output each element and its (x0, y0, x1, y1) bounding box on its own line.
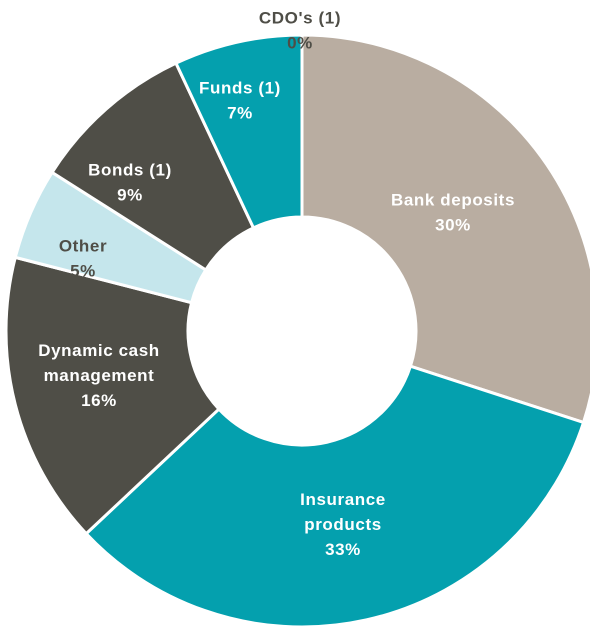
slice-dynamic-cash-management (4, 255, 222, 536)
label-dynamic-cash-management: Dynamic cash management 16% (38, 341, 160, 410)
category-label-insurance-products: products (304, 515, 382, 534)
category-label-cdo-s-1: CDO's (1) (259, 9, 341, 28)
value-label-bonds-1: 9% (117, 186, 143, 205)
label-funds-1: Funds (1) 7% (199, 79, 281, 123)
value-label-other: 5% (70, 262, 96, 281)
donut-hole (189, 218, 415, 444)
category-label-dynamic-cash-management: Dynamic cash (38, 341, 160, 360)
label-other: Other 5% (59, 237, 107, 281)
category-label-other: Other (59, 237, 107, 256)
chart-slices (4, 33, 590, 629)
label-insurance-products: Insurance products 33% (300, 490, 386, 559)
value-label-cdo-s-1: 0% (287, 34, 313, 53)
value-label-funds-1: 7% (227, 104, 253, 123)
slice-funds-1 (173, 33, 304, 230)
label-cdo-s-1: CDO's (1) 0% (259, 9, 341, 53)
label-bank-deposits: Bank deposits 30% (391, 191, 515, 235)
value-label-bank-deposits: 30% (435, 216, 471, 235)
category-label-dynamic-cash-management: management (44, 366, 155, 385)
category-label-bank-deposits: Bank deposits (391, 191, 515, 210)
category-label-insurance-products: Insurance (300, 490, 386, 509)
category-label-bonds-1: Bonds (1) (88, 161, 172, 180)
label-bonds-1: Bonds (1) 9% (88, 161, 172, 205)
chart-labels: Bank deposits 30% Insurance products 33% Dyna… (38, 9, 515, 560)
value-label-insurance-products: 33% (325, 540, 361, 559)
slice-bank-deposits (300, 33, 590, 425)
slice-insurance-products (84, 364, 586, 629)
value-label-dynamic-cash-management: 16% (81, 391, 117, 410)
category-label-funds-1: Funds (1) (199, 79, 281, 98)
